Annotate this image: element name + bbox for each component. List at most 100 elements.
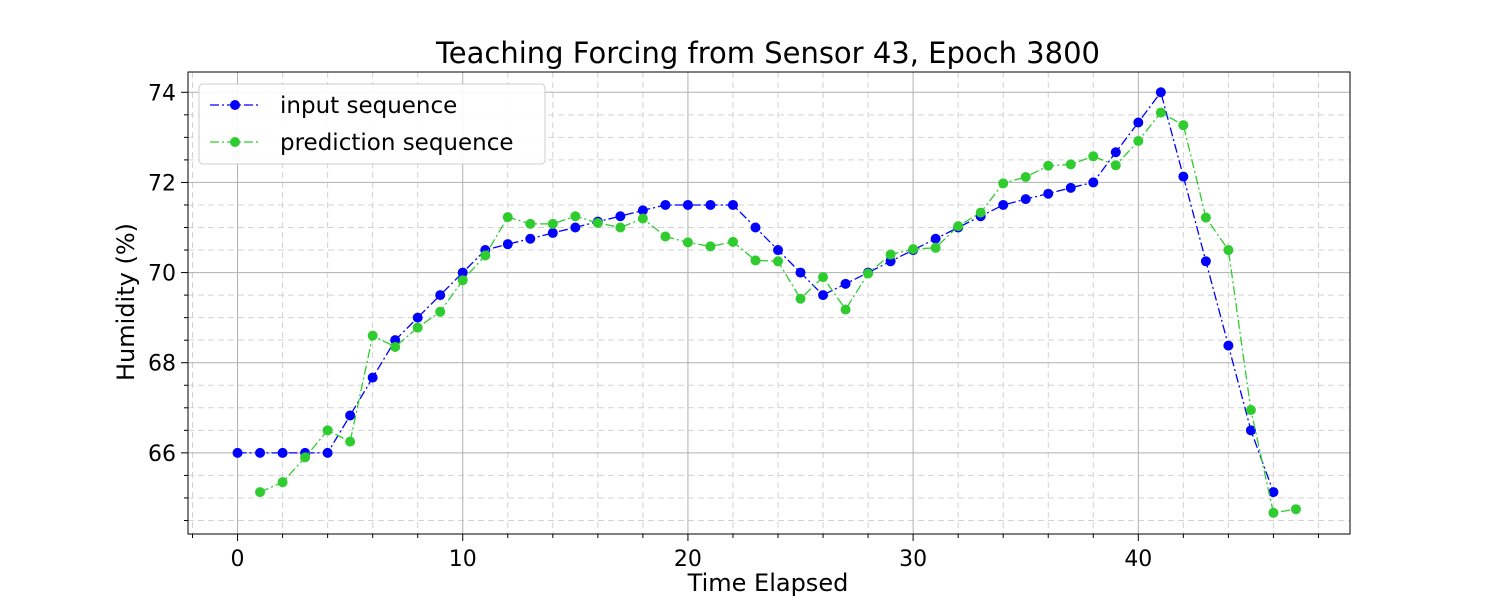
- tick-labels: 0 10 20 30 40 66 68 70 72 74: [148, 81, 1152, 572]
- data-point: [727, 236, 738, 247]
- series-layer: [232, 87, 1301, 518]
- data-point: [1065, 159, 1076, 170]
- data-point: [1268, 507, 1279, 518]
- data-point: [840, 304, 851, 315]
- data-point: [885, 249, 896, 260]
- legend: input sequence prediction sequence: [198, 83, 546, 165]
- data-point: [345, 436, 356, 447]
- data-point: [1133, 135, 1144, 146]
- data-point: [547, 227, 558, 238]
- y-tick-label: 74: [148, 81, 176, 106]
- data-point: [1178, 120, 1189, 131]
- data-point: [818, 272, 829, 283]
- major-gridlines: [188, 72, 1350, 534]
- data-point: [930, 233, 941, 244]
- data-point: [1268, 487, 1279, 498]
- data-point: [435, 306, 446, 317]
- data-point: [1178, 171, 1189, 182]
- data-point: [457, 267, 468, 278]
- data-point: [277, 447, 288, 458]
- data-point: [705, 241, 716, 252]
- data-point: [727, 199, 738, 210]
- legend-marker: [230, 100, 240, 110]
- data-point: [1133, 117, 1144, 128]
- data-point: [592, 217, 603, 228]
- legend-marker: [230, 137, 240, 147]
- data-point: [277, 477, 288, 488]
- data-point: [1245, 405, 1256, 416]
- data-point: [1065, 182, 1076, 193]
- data-point: [1043, 188, 1054, 199]
- data-point: [975, 207, 986, 218]
- data-point: [1020, 172, 1031, 183]
- data-point: [953, 221, 964, 232]
- data-point: [367, 372, 378, 383]
- data-point: [367, 330, 378, 341]
- data-point: [502, 239, 513, 250]
- series-prediction: [255, 107, 1301, 518]
- minor-gridlines: [188, 72, 1350, 534]
- y-tick-label: 68: [148, 352, 176, 377]
- x-tick-label: 10: [449, 547, 477, 572]
- data-point: [322, 425, 333, 436]
- data-point: [345, 410, 356, 421]
- data-point: [547, 218, 558, 229]
- legend-label: input sequence: [280, 93, 457, 119]
- data-point: [818, 290, 829, 301]
- data-point: [1020, 194, 1031, 205]
- data-point: [1290, 504, 1301, 515]
- data-point: [570, 211, 581, 222]
- data-point: [682, 199, 693, 210]
- data-point: [998, 199, 1009, 210]
- data-point: [1110, 160, 1121, 171]
- x-tick-label: 30: [899, 547, 927, 572]
- data-point: [255, 447, 266, 458]
- data-point: [660, 231, 671, 242]
- data-point: [795, 267, 806, 278]
- axis-ticks: [181, 91, 1319, 541]
- x-tick-label: 40: [1124, 547, 1152, 572]
- data-point: [863, 268, 874, 279]
- data-point: [412, 322, 423, 333]
- data-point: [660, 199, 671, 210]
- y-axis-label: Humidity (%): [112, 223, 140, 381]
- data-point: [750, 255, 761, 266]
- data-point: [412, 312, 423, 323]
- data-point: [637, 205, 648, 216]
- data-point: [390, 341, 401, 352]
- data-point: [1223, 245, 1234, 256]
- data-point: [637, 213, 648, 224]
- data-point: [1110, 147, 1121, 158]
- y-tick-label: 72: [148, 171, 176, 196]
- data-point: [525, 218, 536, 229]
- data-point: [773, 245, 784, 256]
- data-point: [480, 250, 491, 261]
- data-point: [435, 290, 446, 301]
- data-point: [1088, 151, 1099, 162]
- legend-box: [198, 83, 546, 165]
- x-tick-label: 20: [674, 547, 702, 572]
- data-point: [1200, 256, 1211, 267]
- data-point: [300, 452, 311, 463]
- y-tick-label: 66: [148, 442, 176, 467]
- data-point: [682, 237, 693, 248]
- data-point: [795, 293, 806, 304]
- chart-title: Teaching Forcing from Sensor 43, Epoch 3…: [435, 36, 1100, 70]
- data-point: [457, 275, 468, 286]
- data-point: [908, 244, 919, 255]
- data-point: [998, 178, 1009, 189]
- x-tick-label: 0: [231, 547, 245, 572]
- data-point: [1043, 160, 1054, 171]
- series-input: [232, 87, 1279, 498]
- data-point: [570, 222, 581, 233]
- data-point: [1200, 212, 1211, 223]
- data-point: [1245, 425, 1256, 436]
- data-point: [750, 222, 761, 233]
- y-tick-label: 70: [148, 262, 176, 287]
- data-point: [525, 233, 536, 244]
- data-point: [502, 212, 513, 223]
- x-axis-label: Time Elapsed: [687, 569, 849, 597]
- plot-area-frame: [187, 71, 1351, 535]
- data-point: [1155, 87, 1166, 98]
